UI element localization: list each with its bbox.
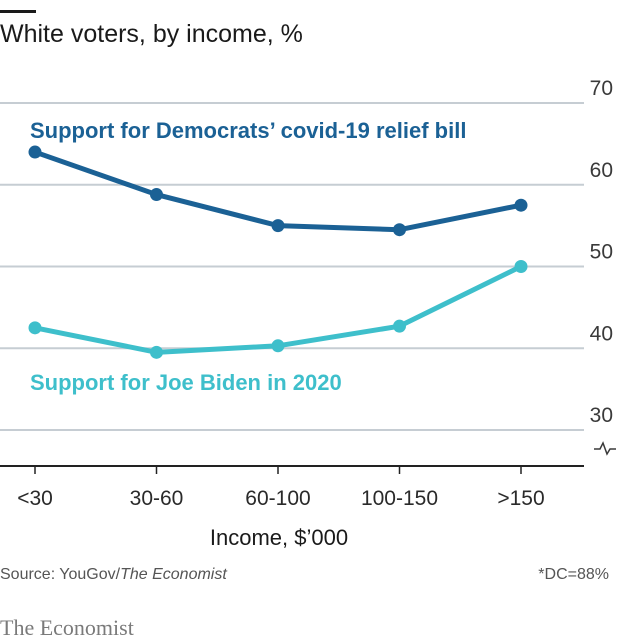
y-tick-label: 40 (590, 322, 613, 345)
line-chart: 70 60 50 40 30 <30 30-60 60-100 100-150 >150 Incom… (0, 77, 616, 550)
x-tick-label: >150 (497, 487, 544, 510)
x-tick-label: 60-100 (245, 487, 310, 510)
series-label: Support for Democrats’ covid-19 relief b… (30, 118, 466, 143)
y-tick-label: 60 (590, 159, 613, 182)
axis-break-icon (594, 441, 616, 456)
source-note: Source: YouGov/The Economist (0, 566, 227, 583)
title-accent-bar (0, 10, 36, 13)
source-publication: The Economist (120, 566, 227, 583)
x-tick-label: 30-60 (130, 487, 184, 510)
data-point (271, 219, 285, 233)
data-point (28, 145, 42, 159)
data-point (150, 345, 163, 359)
x-axis-title: Income, $’000 (210, 525, 348, 550)
y-tick-label: 30 (590, 404, 613, 427)
series-label: Support for Joe Biden in 2020 (30, 370, 342, 395)
data-point (514, 198, 528, 212)
data-point (271, 339, 285, 353)
brand-logo: The Economist (0, 615, 134, 640)
series-line (32, 149, 524, 233)
chart-title: White voters, by income, % (0, 20, 303, 48)
data-point (393, 223, 406, 237)
footnote: *DC=88% (538, 566, 609, 583)
x-tick-label: 100-150 (361, 487, 438, 510)
y-tick-label: 50 (590, 241, 613, 264)
data-point (28, 321, 42, 335)
data-point (514, 260, 528, 273)
data-point (150, 188, 163, 202)
x-tick-label: <30 (17, 487, 53, 510)
data-point (393, 319, 406, 333)
y-tick-label: 70 (590, 77, 613, 100)
